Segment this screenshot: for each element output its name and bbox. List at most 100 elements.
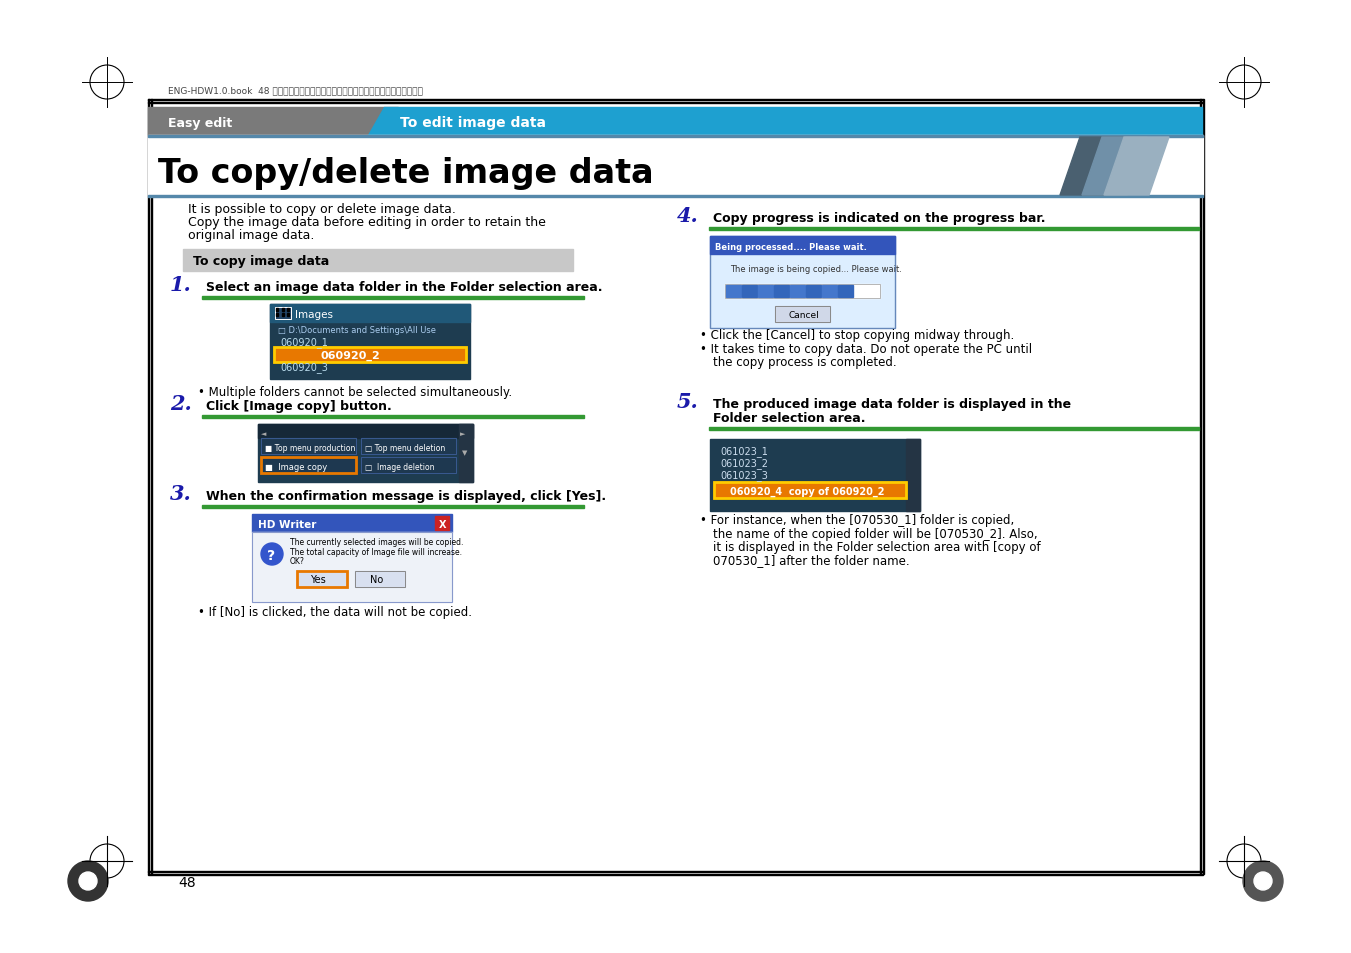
Bar bbox=[149, 871, 1202, 872]
Polygon shape bbox=[1061, 138, 1125, 195]
Bar bbox=[459, 424, 473, 482]
Bar bbox=[711, 236, 894, 329]
Text: The total capacity of Image file will increase.: The total capacity of Image file will in… bbox=[290, 547, 462, 557]
Polygon shape bbox=[1104, 138, 1169, 195]
Bar bbox=[274, 348, 466, 363]
Text: 061023_1: 061023_1 bbox=[720, 446, 767, 456]
Bar bbox=[713, 482, 907, 498]
Text: □ D:\Documents and Settings\All Use: □ D:\Documents and Settings\All Use bbox=[278, 326, 436, 335]
Text: 060920_1: 060920_1 bbox=[280, 336, 328, 348]
Text: 2.: 2. bbox=[170, 394, 192, 414]
Bar bbox=[270, 305, 470, 323]
Text: Click [Image copy] button.: Click [Image copy] button. bbox=[205, 399, 392, 413]
Bar bbox=[725, 285, 880, 298]
Text: The image is being copied... Please wait.: The image is being copied... Please wait… bbox=[730, 265, 902, 274]
Text: it is displayed in the Folder selection area with [copy of: it is displayed in the Folder selection … bbox=[713, 540, 1040, 554]
Bar bbox=[276, 308, 290, 319]
Text: • Multiple folders cannot be selected simultaneously.: • Multiple folders cannot be selected si… bbox=[199, 386, 512, 398]
Text: □ Top menu deletion: □ Top menu deletion bbox=[365, 443, 446, 453]
Text: Being processed.... Please wait.: Being processed.... Please wait. bbox=[715, 243, 867, 252]
Text: 3.: 3. bbox=[170, 483, 192, 503]
Bar bbox=[276, 308, 290, 319]
Bar bbox=[286, 309, 289, 312]
Bar bbox=[149, 136, 1202, 195]
Bar bbox=[361, 438, 457, 455]
Text: ◄: ◄ bbox=[261, 431, 266, 436]
Bar bbox=[807, 286, 821, 297]
Text: 5.: 5. bbox=[677, 392, 698, 412]
Bar bbox=[253, 533, 453, 602]
Bar bbox=[286, 314, 289, 316]
Bar bbox=[775, 307, 830, 323]
Bar bbox=[261, 457, 357, 474]
Text: ENG-HDW1.0.book  48 ページ　２００６年１１月２１日　火曜日　午前１０時５１分: ENG-HDW1.0.book 48 ページ ２００６年１１月２１日 火曜日 午… bbox=[168, 86, 423, 95]
Text: Copy the image data before editing in order to retain the: Copy the image data before editing in or… bbox=[188, 215, 546, 229]
Bar bbox=[742, 286, 757, 297]
Text: □  Image deletion: □ Image deletion bbox=[365, 462, 435, 472]
Bar bbox=[355, 572, 405, 587]
Bar bbox=[253, 515, 453, 533]
Text: 061023_2: 061023_2 bbox=[720, 457, 767, 469]
Bar bbox=[149, 108, 399, 136]
Bar bbox=[711, 236, 894, 254]
Bar bbox=[203, 416, 584, 418]
Text: original image data.: original image data. bbox=[188, 229, 315, 242]
Bar bbox=[149, 100, 1202, 101]
Bar bbox=[361, 457, 457, 474]
Circle shape bbox=[68, 862, 108, 901]
Text: Cancel: Cancel bbox=[788, 311, 819, 319]
Bar bbox=[270, 305, 470, 379]
Text: • It takes time to copy data. Do not operate the PC until: • It takes time to copy data. Do not ope… bbox=[700, 343, 1032, 355]
Bar bbox=[297, 572, 347, 587]
Bar bbox=[713, 482, 907, 498]
Text: 1.: 1. bbox=[170, 274, 192, 294]
Bar bbox=[725, 285, 880, 298]
Bar bbox=[758, 286, 773, 297]
Bar bbox=[355, 572, 405, 587]
Text: • Click the [Cancel] to stop copying midway through.: • Click the [Cancel] to stop copying mid… bbox=[700, 329, 1015, 341]
Bar bbox=[261, 457, 357, 474]
Text: The produced image data folder is displayed in the: The produced image data folder is displa… bbox=[713, 397, 1071, 411]
Text: It is possible to copy or delete image data.: It is possible to copy or delete image d… bbox=[188, 203, 455, 215]
Text: ■  Image copy: ■ Image copy bbox=[265, 462, 327, 472]
Bar bbox=[361, 457, 457, 474]
Bar bbox=[149, 874, 1202, 875]
Circle shape bbox=[1254, 872, 1273, 890]
Bar bbox=[838, 286, 852, 297]
Text: HD Writer: HD Writer bbox=[258, 519, 316, 530]
Bar bbox=[276, 314, 278, 316]
Bar bbox=[282, 309, 284, 312]
Bar bbox=[203, 505, 584, 508]
Text: 4.: 4. bbox=[677, 206, 698, 226]
Polygon shape bbox=[367, 108, 1202, 136]
Text: ?: ? bbox=[267, 548, 276, 562]
Bar bbox=[361, 438, 457, 455]
Bar bbox=[297, 572, 347, 587]
Text: Select an image data folder in the Folder selection area.: Select an image data folder in the Folde… bbox=[205, 281, 603, 294]
Bar bbox=[274, 348, 466, 363]
Text: • If [No] is clicked, the data will not be copied.: • If [No] is clicked, the data will not … bbox=[199, 605, 471, 618]
Bar bbox=[149, 195, 1202, 198]
Text: Easy edit: Easy edit bbox=[168, 117, 232, 130]
Text: ▼: ▼ bbox=[462, 450, 467, 456]
Circle shape bbox=[78, 872, 97, 890]
Text: 070530_1] after the folder name.: 070530_1] after the folder name. bbox=[713, 554, 909, 566]
Bar bbox=[907, 439, 920, 512]
Text: X: X bbox=[439, 519, 446, 530]
Circle shape bbox=[1243, 862, 1283, 901]
Text: Folder selection area.: Folder selection area. bbox=[713, 412, 866, 424]
Text: When the confirmation message is displayed, click [Yes].: When the confirmation message is display… bbox=[205, 490, 607, 502]
Bar bbox=[261, 438, 357, 455]
Bar bbox=[149, 136, 1202, 138]
Bar bbox=[276, 309, 278, 312]
Bar bbox=[258, 424, 473, 438]
Bar bbox=[821, 286, 838, 297]
Bar bbox=[258, 424, 473, 482]
Bar bbox=[709, 228, 1198, 231]
Bar bbox=[203, 296, 584, 299]
Text: 061023_3: 061023_3 bbox=[720, 470, 767, 480]
Text: The currently selected images will be copied.: The currently selected images will be co… bbox=[290, 537, 463, 546]
Bar bbox=[261, 438, 357, 455]
Circle shape bbox=[261, 543, 282, 565]
Text: OK?: OK? bbox=[290, 557, 305, 565]
